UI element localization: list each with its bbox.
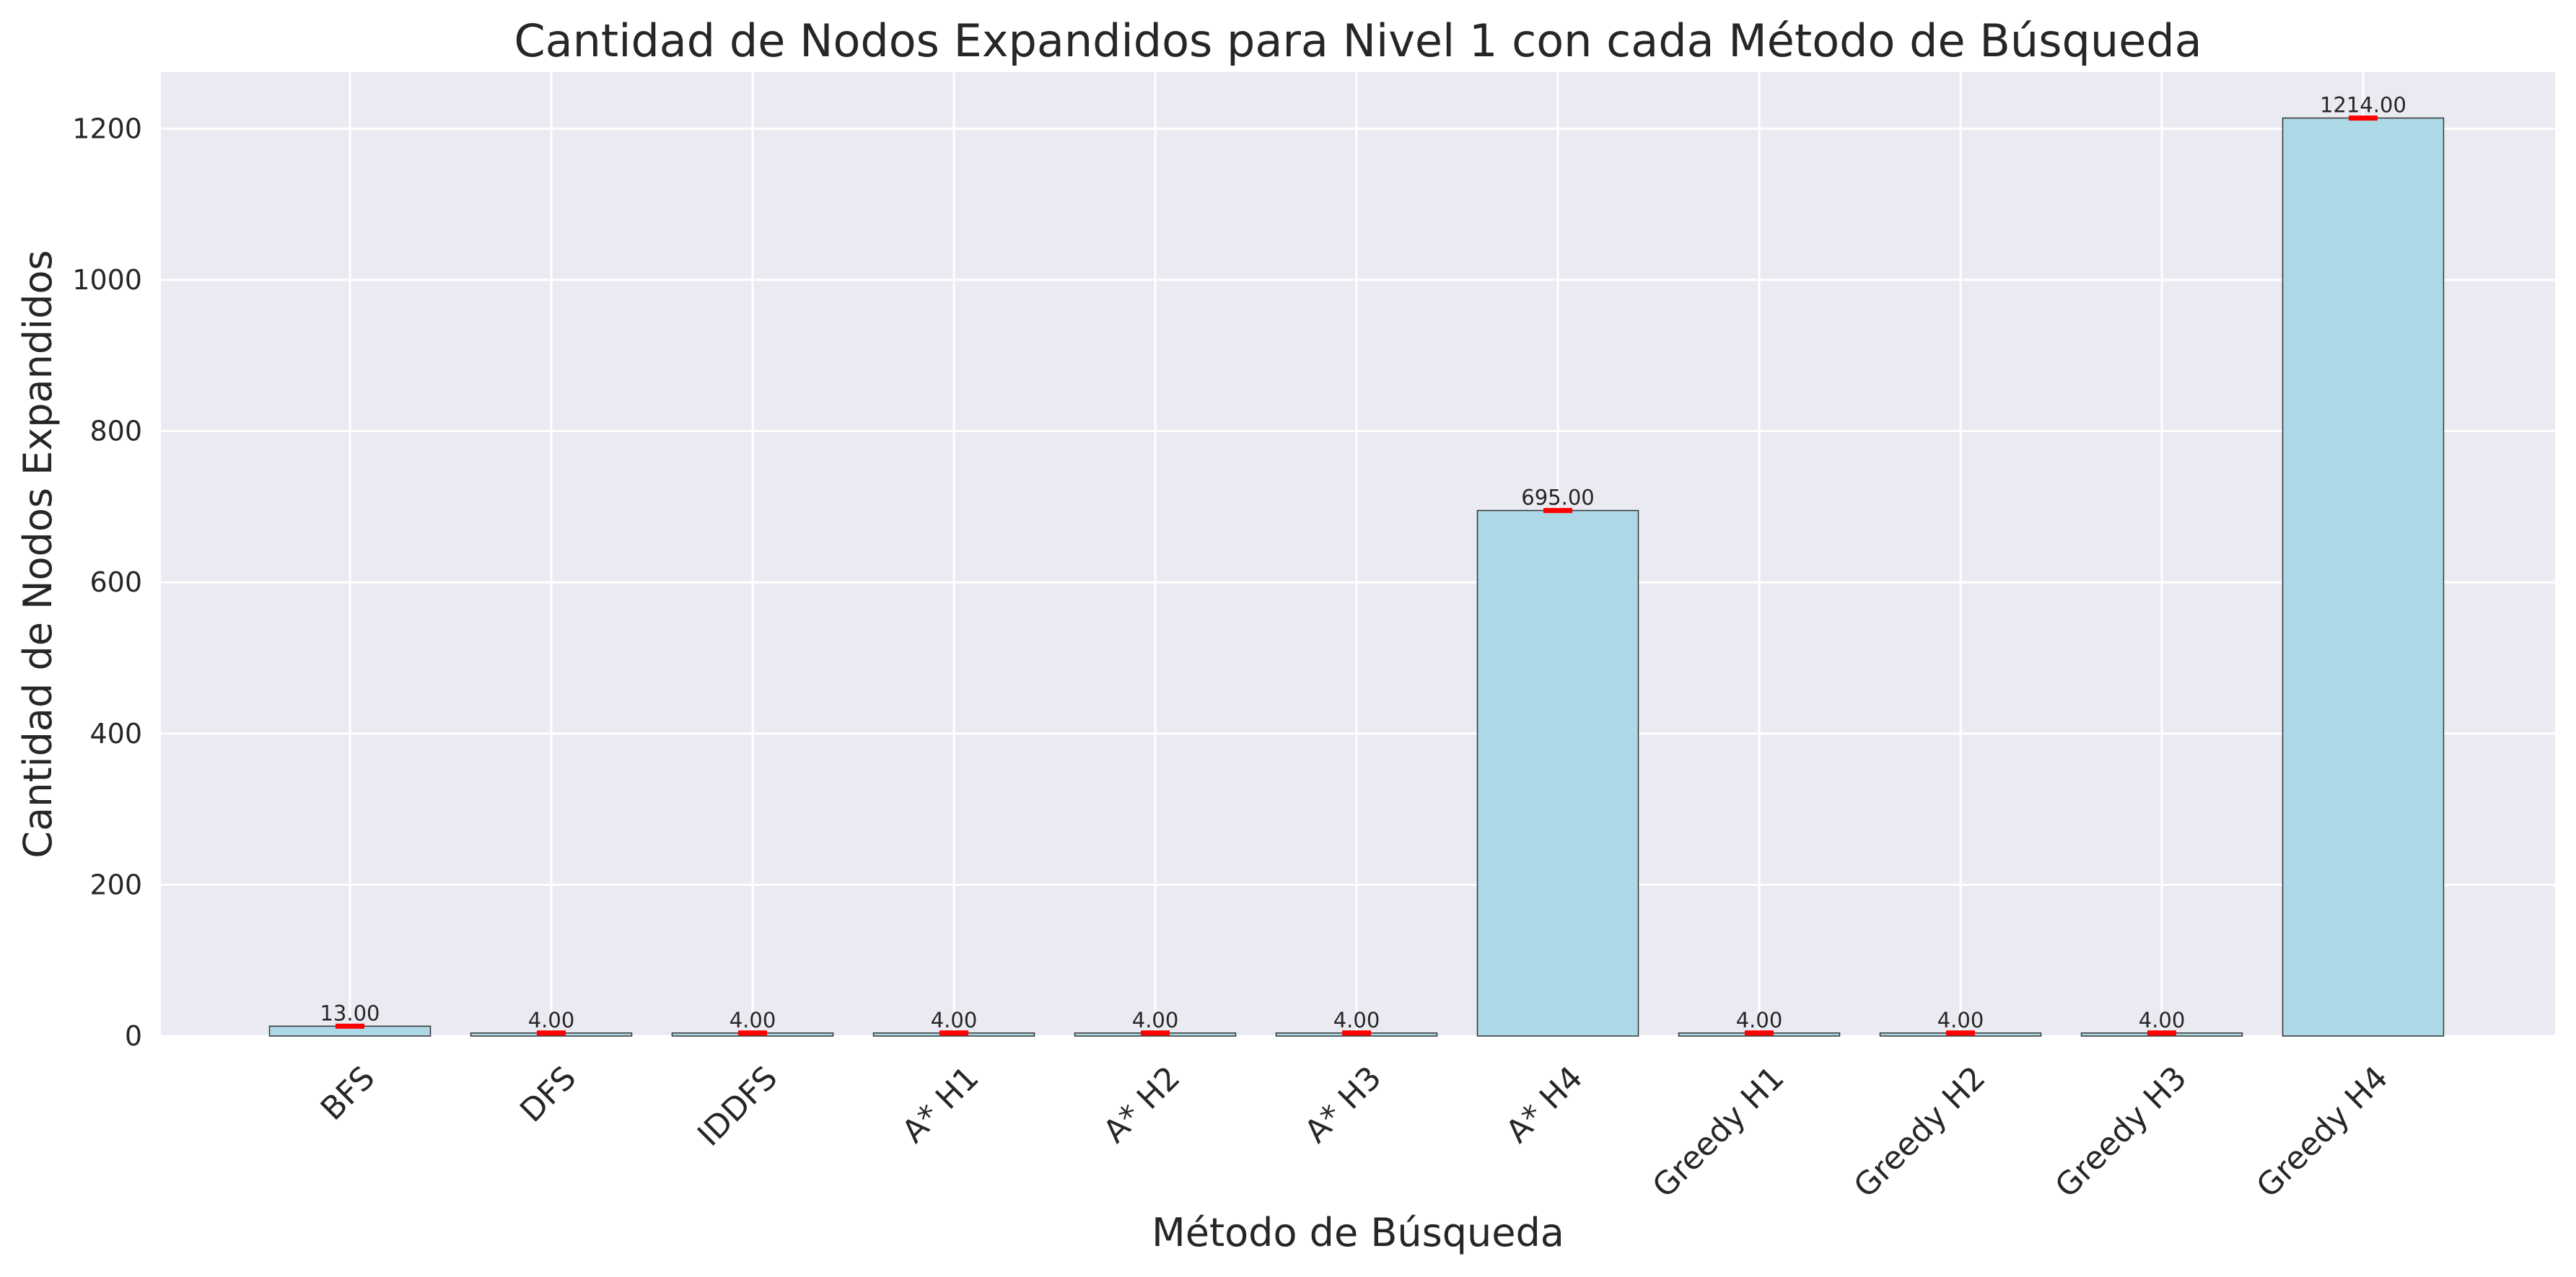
bar <box>1476 509 1639 1037</box>
data-label: 4.00 <box>1333 1008 1380 1032</box>
bar <box>2282 117 2445 1037</box>
y-tick-label: 0 <box>125 1020 142 1052</box>
data-label: 4.00 <box>528 1008 575 1032</box>
y-tick-label: 1000 <box>72 264 142 296</box>
y-axis-label: Cantidad de Nodos Expandidos <box>15 250 61 858</box>
data-label: 4.00 <box>931 1008 978 1032</box>
x-axis-label: Método de Búsqueda <box>1152 1210 1564 1255</box>
y-tick-label: 1200 <box>72 113 142 144</box>
x-tick-label: BFS <box>314 1059 382 1128</box>
data-label: 4.00 <box>2139 1008 2186 1032</box>
x-tick-label: Greedy H2 <box>1847 1059 1993 1205</box>
plot-area <box>161 72 2555 1036</box>
data-labels: 13.00 4.00 4.00 4.00 4.00 4.00 695.00 4.00 4.00 4… <box>320 93 2406 1032</box>
x-tick-label: A* H3 <box>1297 1059 1388 1150</box>
x-tick-label: IDDFS <box>691 1059 784 1153</box>
data-label: 4.00 <box>1132 1008 1179 1032</box>
x-tick-label: DFS <box>513 1059 583 1129</box>
x-tick-label: Greedy H3 <box>2049 1059 2194 1205</box>
data-label: 695.00 <box>1521 486 1594 510</box>
x-tick-label: A* H2 <box>1096 1059 1187 1150</box>
error-bars <box>336 115 2378 1036</box>
data-label: 4.00 <box>1736 1008 1783 1032</box>
y-tick-label: 400 <box>89 718 142 750</box>
data-label: 1214.00 <box>2320 93 2406 118</box>
chart-title: Cantidad de Nodos Expandidos para Nivel … <box>514 14 2202 67</box>
y-tick-label: 600 <box>89 566 142 598</box>
y-tick-label: 800 <box>89 416 142 447</box>
data-label: 13.00 <box>320 1001 380 1025</box>
x-axis-ticks: BFS DFS IDDFS A* H1 A* H2 A* H3 A* H4 Greedy H1… <box>314 1059 2396 1205</box>
x-tick-label: A* H1 <box>895 1059 986 1150</box>
x-tick-label: Greedy H4 <box>2250 1059 2396 1205</box>
data-label: 4.00 <box>1937 1008 1984 1032</box>
x-tick-label: A* H4 <box>1499 1059 1590 1150</box>
x-tick-label: Greedy H1 <box>1646 1059 1792 1205</box>
y-axis-ticks: 0 200 400 600 800 1000 1200 <box>72 113 142 1052</box>
data-label: 4.00 <box>730 1008 776 1032</box>
y-tick-label: 200 <box>89 869 142 900</box>
